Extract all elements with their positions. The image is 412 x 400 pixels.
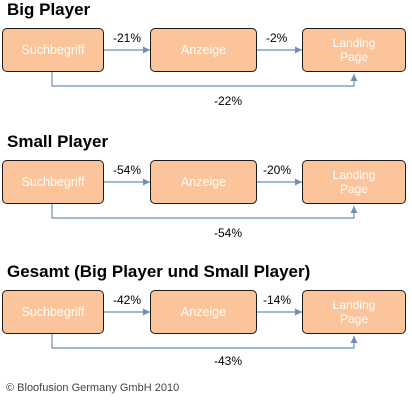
landing-line1: Landing [332,297,376,312]
node-suchbegriff: Suchbegriff [2,28,104,72]
step1-drop-label: -21% [113,31,142,45]
connector-arrows [51,178,358,219]
section-title: Small Player [7,132,109,151]
section-title: Gesamt (Big Player und Small Player) [7,262,311,281]
connector-arrows [51,308,358,349]
connector-arrows [51,46,358,87]
step1-drop-label: -42% [113,293,142,307]
landing-line1: Landing [332,167,376,182]
section-title: Big Player [7,0,91,19]
overall-drop-label: -54% [214,226,243,240]
funnel-big-player: Big Player Suchbegriff Anzeige Landing Pa… [0,0,412,120]
step1-drop-label: -54% [113,163,142,177]
node-landing-page: Landing Page [302,28,406,72]
landing-line2: Page [339,312,369,326]
copyright-notice: © Bloofusion Germany GmbH 2010 [6,382,180,394]
node-anzeige: Anzeige [150,28,257,72]
node-anzeige: Anzeige [150,160,257,204]
step2-drop-label: -2% [266,31,288,45]
step2-drop-label: -14% [263,293,292,307]
node-landing-page: Landing Page [302,160,406,204]
overall-drop-label: -22% [214,94,243,108]
funnel-gesamt: Gesamt (Big Player und Small Player) Suc… [0,262,412,382]
landing-line2: Page [339,50,369,64]
step2-drop-label: -20% [263,163,292,177]
node-landing-page: Landing Page [302,290,406,334]
node-anzeige: Anzeige [150,290,257,334]
landing-line1: Landing [332,35,376,50]
funnel-small-player: Small Player Suchbegriff Anzeige Landing… [0,132,412,252]
node-suchbegriff: Suchbegriff [2,290,104,334]
node-suchbegriff: Suchbegriff [2,160,104,204]
landing-line2: Page [339,182,369,196]
overall-drop-label: -43% [214,354,243,368]
